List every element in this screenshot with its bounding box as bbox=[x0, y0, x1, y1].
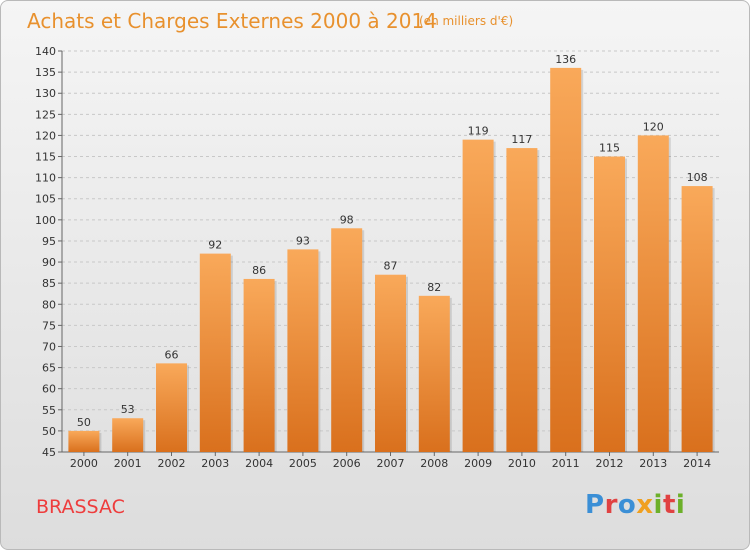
y-tick-label: 55 bbox=[42, 404, 56, 417]
bar-value-label: 86 bbox=[252, 264, 266, 277]
y-tick-label: 100 bbox=[35, 214, 56, 227]
bar bbox=[243, 278, 275, 452]
bar-value-label: 92 bbox=[208, 239, 222, 252]
y-tick-label: 75 bbox=[42, 319, 56, 332]
bar-value-label: 87 bbox=[384, 260, 398, 273]
x-tick-label: 2004 bbox=[245, 457, 273, 470]
bar bbox=[331, 228, 363, 452]
bar-value-label: 136 bbox=[555, 53, 576, 66]
x-tick-label: 2000 bbox=[70, 457, 98, 470]
x-tick-label: 2006 bbox=[333, 457, 361, 470]
logo-letter: r bbox=[604, 490, 618, 520]
bar bbox=[199, 253, 231, 452]
y-tick-label: 135 bbox=[35, 66, 56, 79]
y-tick-label: 90 bbox=[42, 256, 56, 269]
y-tick-label: 95 bbox=[42, 235, 56, 248]
y-tick-label: 70 bbox=[42, 340, 56, 353]
bar-value-label: 119 bbox=[468, 125, 489, 138]
x-tick-label: 2014 bbox=[683, 457, 711, 470]
x-tick-label: 2005 bbox=[289, 457, 317, 470]
x-tick-label: 2008 bbox=[420, 457, 448, 470]
bar-value-label: 82 bbox=[427, 281, 441, 294]
bar-value-label: 53 bbox=[121, 403, 135, 416]
bar-value-label: 115 bbox=[599, 142, 620, 155]
bar bbox=[550, 67, 582, 452]
x-tick-label: 2007 bbox=[377, 457, 405, 470]
y-tick-label: 65 bbox=[42, 362, 56, 375]
bar bbox=[462, 139, 494, 453]
bar bbox=[594, 156, 625, 453]
logo-letter: o bbox=[617, 490, 637, 520]
bar-value-label: 108 bbox=[687, 171, 708, 184]
bar bbox=[156, 363, 187, 452]
y-tick-label: 130 bbox=[35, 87, 56, 100]
bar bbox=[506, 148, 538, 452]
logo-letter: x bbox=[636, 490, 654, 520]
bar-value-label: 120 bbox=[643, 120, 664, 133]
bar-value-label: 50 bbox=[77, 416, 91, 429]
city-name: BRASSAC bbox=[36, 496, 125, 518]
x-tick-label: 2011 bbox=[552, 457, 580, 470]
bar bbox=[375, 274, 406, 452]
bar bbox=[287, 249, 319, 452]
bar-value-label: 117 bbox=[511, 133, 532, 146]
x-tick-label: 2013 bbox=[639, 457, 667, 470]
logo-letter: i bbox=[653, 490, 663, 520]
x-tick-label: 2003 bbox=[201, 457, 229, 470]
x-tick-label: 2001 bbox=[114, 457, 142, 470]
y-tick-label: 110 bbox=[35, 172, 56, 185]
bar-value-label: 93 bbox=[296, 234, 310, 247]
y-tick-label: 120 bbox=[35, 129, 56, 142]
logo-letter: i bbox=[675, 490, 686, 520]
y-tick-label: 50 bbox=[42, 425, 56, 438]
chart-subtitle: (en milliers d'€) bbox=[419, 14, 514, 28]
bar bbox=[418, 295, 450, 452]
proxiti-logo[interactable]: Proxiti bbox=[585, 490, 685, 520]
y-tick-label: 45 bbox=[42, 446, 56, 459]
bar bbox=[68, 430, 100, 452]
y-tick-label: 125 bbox=[35, 108, 56, 121]
y-tick-label: 105 bbox=[35, 193, 56, 206]
bar-value-label: 66 bbox=[165, 348, 179, 361]
y-tick-label: 85 bbox=[42, 277, 56, 290]
x-tick-label: 2012 bbox=[596, 457, 624, 470]
logo-letter: P bbox=[585, 490, 605, 520]
chart-title: Achats et Charges Externes 2000 à 2014 bbox=[27, 9, 437, 33]
bar bbox=[112, 418, 144, 452]
logo-letter: t bbox=[662, 490, 676, 520]
y-tick-label: 80 bbox=[42, 298, 56, 311]
bar-value-label: 98 bbox=[340, 213, 354, 226]
x-tick-label: 2010 bbox=[508, 457, 536, 470]
x-tick-label: 2009 bbox=[464, 457, 492, 470]
bar bbox=[681, 186, 713, 453]
bar bbox=[637, 135, 669, 452]
x-tick-label: 2002 bbox=[158, 457, 186, 470]
y-tick-label: 115 bbox=[35, 151, 56, 164]
y-tick-label: 140 bbox=[35, 45, 56, 58]
y-tick-label: 60 bbox=[42, 383, 56, 396]
